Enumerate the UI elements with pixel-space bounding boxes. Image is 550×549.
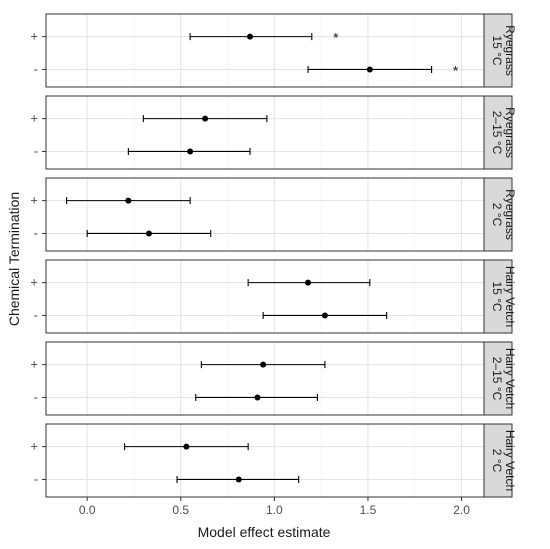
x-axis: 0.0 0.5 1.0 1.5 2.0 — [79, 497, 470, 517]
x-tick-label: 1.5 — [360, 503, 377, 517]
significance-marker: * — [453, 62, 459, 78]
strip-label-temperature: 15 °C — [490, 281, 504, 311]
estimate-point — [321, 312, 328, 319]
x-tick-label: 0.0 — [79, 503, 96, 517]
panel-background — [46, 96, 484, 169]
significance-marker: * — [333, 30, 339, 46]
x-tick-label: 2.0 — [453, 503, 470, 517]
estimate-point — [260, 361, 267, 368]
estimate-point — [187, 148, 194, 155]
panel-background — [46, 342, 484, 415]
estimate-point-group: * — [189, 30, 339, 46]
strip-label-crop: Hairy Vetch — [503, 266, 517, 327]
y-tick-label: + — [30, 275, 38, 290]
facet-strip — [483, 423, 513, 498]
strip-label-crop: Hairy Vetch — [503, 430, 517, 491]
estimate-point-group — [127, 147, 251, 155]
panel-background — [46, 178, 484, 251]
estimate-point-group — [262, 311, 388, 319]
estimate-point-group — [247, 279, 371, 287]
y-tick-label: - — [34, 307, 38, 322]
facet-strip — [483, 13, 513, 88]
facet-strip — [483, 341, 513, 416]
estimate-point — [305, 279, 312, 286]
panel-background — [46, 14, 484, 87]
estimate-point-group: * — [307, 62, 459, 78]
facet-strip — [483, 259, 513, 334]
x-axis-title: Model effect estimate — [198, 524, 331, 540]
strip-label-temperature: 2–15 °C — [490, 357, 504, 401]
y-tick-label: + — [30, 111, 38, 126]
facet-strip — [483, 177, 513, 252]
strip-label-crop: Ryegrass — [503, 189, 517, 240]
y-tick-label: - — [34, 471, 38, 486]
x-tick-label: 1.0 — [266, 503, 283, 517]
y-tick-label: + — [30, 29, 38, 44]
estimate-point — [202, 115, 209, 122]
y-axis-title: Chemical Termination — [6, 192, 22, 326]
strip-label-temperature: 2 °C — [490, 449, 504, 473]
strip-label-temperature: 2–15 °C — [490, 111, 504, 155]
strip-label-temperature: 15 °C — [490, 35, 504, 65]
y-tick-label: - — [34, 61, 38, 76]
estimate-point — [183, 443, 190, 450]
x-tick-label: 0.5 — [172, 503, 189, 517]
estimate-point — [125, 197, 132, 204]
estimate-point — [366, 66, 373, 73]
estimate-point-group — [176, 475, 300, 483]
estimate-point-group — [86, 229, 212, 237]
panel-background — [46, 260, 484, 333]
estimate-point — [247, 33, 254, 40]
strip-label-temperature: 2 °C — [490, 203, 504, 227]
estimate-point — [145, 230, 152, 237]
y-tick-label: - — [34, 143, 38, 158]
estimate-point-group — [66, 197, 191, 205]
strip-label-crop: Ryegrass — [503, 107, 517, 158]
facet-strip — [483, 95, 513, 170]
estimate-point-group — [124, 443, 249, 451]
estimate-point-group — [200, 361, 326, 369]
estimate-point-group — [195, 393, 318, 401]
y-tick-label: + — [30, 357, 38, 372]
estimate-point-group — [142, 115, 268, 123]
strip-label-crop: Hairy Vetch — [503, 348, 517, 409]
y-tick-label: - — [34, 389, 38, 404]
strip-label-crop: Ryegrass — [503, 25, 517, 76]
estimate-point — [235, 476, 242, 483]
y-tick-label: + — [30, 193, 38, 208]
y-tick-label: + — [30, 439, 38, 454]
y-tick-label: - — [34, 225, 38, 240]
panel-background — [46, 424, 484, 497]
estimate-point — [254, 394, 261, 401]
